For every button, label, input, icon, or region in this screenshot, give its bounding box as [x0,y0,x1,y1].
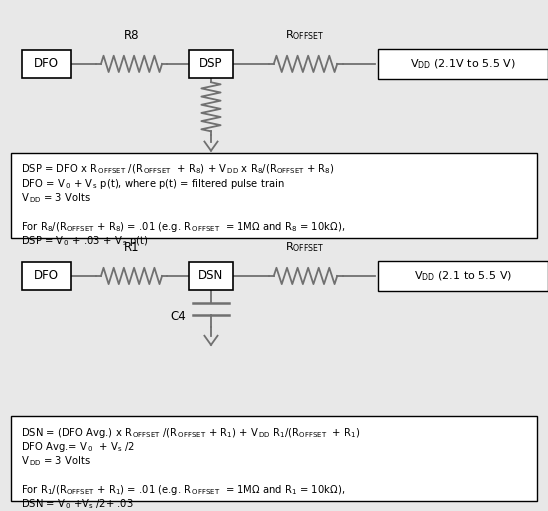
Text: DSP = V$_{\,\mathsf{0}}$ + .03 + V$_{\,\mathsf{s}}$ p(t): DSP = V$_{\,\mathsf{0}}$ + .03 + V$_{\,\… [21,234,149,248]
Text: DFO = V$_{\,\mathsf{0}}$ + V$_{\,\mathsf{s}}$ p(t), where p(t) = filtered pulse : DFO = V$_{\,\mathsf{0}}$ + V$_{\,\mathsf… [21,177,284,191]
Bar [11,153,537,238]
Text: R$_{\mathsf{OFFSET}}$: R$_{\mathsf{OFFSET}}$ [286,29,325,42]
Text: DSP: DSP [199,57,222,71]
Bar [22,50,71,78]
Bar [378,49,548,79]
Bar [22,262,71,290]
Text: V$_{\,\mathsf{DD}}$ = 3 Volts: V$_{\,\mathsf{DD}}$ = 3 Volts [21,454,90,468]
Text: V$_{\mathsf{DD}}$ (2.1 to 5.5 V): V$_{\mathsf{DD}}$ (2.1 to 5.5 V) [414,269,512,283]
Bar [189,262,233,290]
Text: V$_{\,\mathsf{DD}}$ = 3 Volts: V$_{\,\mathsf{DD}}$ = 3 Volts [21,191,90,205]
Bar [11,416,537,501]
Text: C4: C4 [170,310,186,323]
Text: DFO: DFO [34,57,59,71]
Text: DFO: DFO [34,269,59,283]
Text: For R$_{\mathsf{1}}$/(R$_{\mathsf{OFFSET}}$ + R$_{\mathsf{1}}$) = .01 (e.g. R$_{: For R$_{\mathsf{1}}$/(R$_{\mathsf{OFFSET… [21,483,345,497]
Text: DSP = DFO x R$_{\,\mathsf{OFFSET}}$ /(R$_{\,\mathsf{OFFSET}}$  + R$_{\mathsf{8}}: DSP = DFO x R$_{\,\mathsf{OFFSET}}$ /(R$… [21,162,335,176]
Text: R$_{\mathsf{OFFSET}}$: R$_{\mathsf{OFFSET}}$ [286,241,325,254]
Text: DSN: DSN [198,269,224,283]
Text: For R$_{\mathsf{8}}$/(R$_{\mathsf{OFFSET}}$ + R$_{\mathsf{8}}$) = .01 (e.g. R$_{: For R$_{\mathsf{8}}$/(R$_{\mathsf{OFFSET… [21,220,345,234]
Text: DSN = V$_{\,\mathsf{0}}$ +V$_{\mathsf{s}}$ /2+ .03: DSN = V$_{\,\mathsf{0}}$ +V$_{\mathsf{s}… [21,497,134,511]
Text: V$_{\mathsf{DD}}$ (2.1V to 5.5 V): V$_{\mathsf{DD}}$ (2.1V to 5.5 V) [410,57,516,71]
Bar [378,261,548,291]
Text: R1: R1 [124,242,139,254]
Bar [189,50,233,78]
Text: DFO Avg.= V$_{\,\mathsf{0}}$  + V$_{\mathsf{s}}$ /2: DFO Avg.= V$_{\,\mathsf{0}}$ + V$_{\math… [21,440,134,454]
Text: R8: R8 [124,30,139,42]
Text: DSN = (DFO Avg.) x R$_{\,\mathsf{OFFSET}}$ /(R$_{\,\mathsf{OFFSET}}$ + R$_{\math: DSN = (DFO Avg.) x R$_{\,\mathsf{OFFSET}… [21,426,360,439]
